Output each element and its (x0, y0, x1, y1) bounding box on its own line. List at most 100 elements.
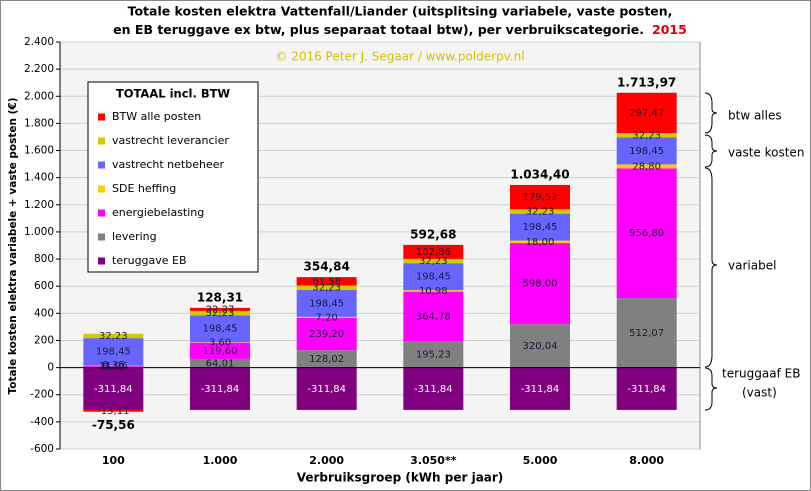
bar-segment (403, 291, 464, 342)
legend-label: BTW alle posten (112, 110, 201, 123)
bar-segment (616, 137, 677, 165)
y-tick-label: 200 (34, 334, 54, 346)
y-tick-label: 800 (34, 253, 54, 265)
y-tick-label: 1.400 (24, 172, 54, 184)
value-label: 198,45 (629, 146, 664, 157)
brace (704, 367, 718, 411)
brace (704, 92, 718, 134)
bar-segment (296, 367, 357, 410)
value-label: -311,84 (627, 384, 666, 395)
legend-swatch (98, 233, 105, 241)
value-label: 11,96 (99, 361, 128, 372)
value-label: 32,23 (206, 308, 235, 319)
x-tick-label: 2.000 (309, 454, 344, 467)
legend-box (87, 81, 259, 273)
y-tick-label: -400 (30, 416, 54, 428)
value-label: 195,23 (416, 349, 451, 360)
subtitle: © 2016 Peter J. Segaar / www.polderpv.nl (275, 50, 524, 64)
x-tick-label: 8.000 (629, 454, 664, 467)
bar-segment (616, 168, 677, 299)
bar-segment (83, 338, 144, 366)
legend-swatch (98, 209, 105, 217)
annotation: btw alles (728, 109, 782, 123)
bar-segment (403, 367, 464, 410)
bar-segment (190, 358, 250, 368)
bar-segment (510, 243, 570, 325)
value-label: 32,23 (312, 283, 341, 294)
value-label: 179,52 (523, 192, 558, 203)
total-label: -75,56 (92, 418, 135, 432)
braces (704, 92, 718, 411)
legend: TOTAAL incl. BTW BTW alle posten vastrecht… (87, 81, 259, 273)
value-label: -13,11 (97, 406, 129, 417)
value-label: -311,84 (201, 384, 240, 395)
total-label: 1.034,40 (510, 167, 569, 181)
value-label: 3,60 (209, 337, 231, 348)
legend-swatch (98, 185, 105, 193)
bar-segment (616, 298, 677, 368)
x-tick-label: 100 (102, 454, 125, 467)
value-label: 198,45 (309, 298, 344, 309)
value-label: 10,98 (419, 286, 448, 297)
value-label: 198,45 (416, 272, 451, 283)
value-label: -311,84 (94, 384, 133, 395)
value-label: 61,58 (312, 276, 341, 287)
value-label: 7,20 (316, 312, 338, 323)
value-label: 198,45 (523, 222, 558, 233)
chart-title: Totale kosten elektra Vattenfall/Liander… (128, 4, 673, 19)
x-tick-label: 5.000 (523, 454, 558, 467)
y-tick-label: 400 (34, 307, 54, 319)
chart-title: en EB teruggave ex btw, plus separaat to… (113, 22, 687, 37)
value-label: 102,86 (416, 247, 451, 258)
bar-segment (403, 290, 464, 292)
value-label: 32,23 (526, 207, 555, 218)
year-label: 2015 (652, 22, 687, 37)
value-label: 28,80 (632, 161, 661, 172)
bar-segment (190, 342, 250, 343)
annotation: (vast) (742, 386, 777, 400)
bar-segment (510, 367, 570, 410)
y-tick-label: 1.800 (24, 117, 54, 129)
x-tick-label: 1.000 (203, 454, 238, 467)
bar-segment (616, 133, 677, 138)
bar-segment (616, 92, 677, 134)
value-label: -311,84 (414, 384, 453, 395)
x-axis-label: Verbruiksgroep (kWh per jaar) (297, 471, 504, 485)
bar-segment (403, 263, 464, 291)
bar-segment (510, 184, 570, 210)
bar-segment (510, 324, 570, 368)
value-label: 22,27 (206, 304, 235, 315)
legend-label: vastrecht leverancier (112, 134, 229, 147)
y-tick-label: 1.000 (24, 226, 54, 238)
bar-segment (83, 365, 144, 367)
value-label: 32,23 (419, 256, 448, 267)
bar-segment (403, 244, 464, 259)
bar-segment (296, 277, 357, 286)
bar-segment (510, 240, 570, 244)
y-tick-label: 600 (34, 280, 54, 292)
value-label: 64,01 (206, 358, 235, 369)
y-tick-label: 1.200 (24, 199, 54, 211)
y-axis-label: Totale kosten elektra variabele + vaste … (7, 97, 19, 394)
brace (704, 167, 718, 368)
x-tick-label: 3.050** (410, 454, 457, 467)
legend-label: levering (112, 230, 157, 243)
bar-segment (296, 316, 357, 318)
bar-segment (510, 213, 570, 241)
annotation: vaste kosten (728, 146, 804, 160)
value-label: 32,23 (99, 331, 128, 342)
value-label: 512,07 (629, 328, 664, 339)
bar-segment (83, 409, 144, 412)
value-label: 0,36 (102, 360, 124, 371)
bar-segment (296, 289, 357, 317)
legend-swatch (98, 257, 105, 265)
bar-segment (296, 317, 357, 351)
bar-segment (83, 333, 144, 339)
y-tick-label: 2.400 (24, 36, 54, 48)
y-tick-label: 2.200 (24, 63, 54, 75)
y-tick-label: -600 (30, 443, 54, 455)
bar-segment (616, 367, 677, 410)
chart-title-line: en EB teruggave ex btw, plus separaat to… (113, 22, 644, 37)
